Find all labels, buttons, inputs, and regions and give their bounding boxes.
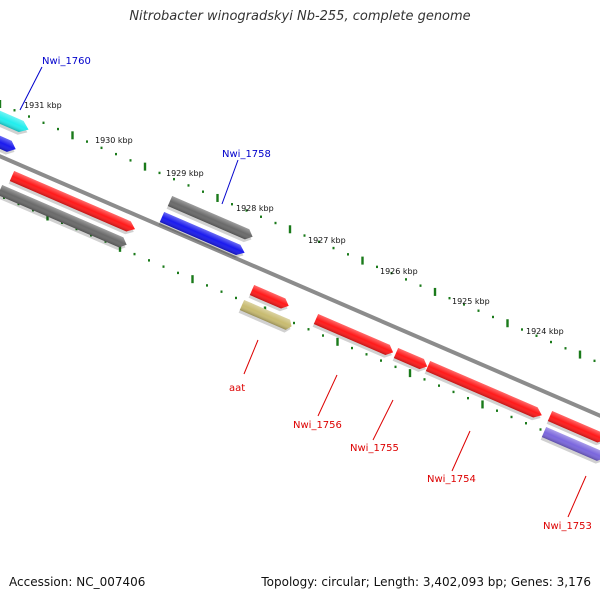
gene-arrow-shading <box>0 107 29 132</box>
leader-line <box>221 159 239 205</box>
gene-label[interactable]: Nwi_1754 <box>427 474 476 485</box>
map-title: Nitrobacter winogradskyi Nb-255, complet… <box>129 9 471 24</box>
gene-feature[interactable] <box>0 184 129 253</box>
gene-label[interactable]: Nwi_1756 <box>293 420 342 431</box>
leader-line <box>19 66 43 111</box>
scale-label: 1930 kbp <box>95 136 133 145</box>
gene-label[interactable]: Nwi_1753 <box>543 521 592 532</box>
gene-arrow-shading <box>547 410 600 443</box>
gene-label[interactable]: Nwi_1755 <box>350 443 399 454</box>
gene-nwi-1756[interactable] <box>312 313 396 360</box>
gene-nwi-1758[interactable] <box>158 211 247 261</box>
leader-line <box>243 339 259 375</box>
accession-text: Accession: NC_007406 <box>9 575 146 589</box>
genome-backbone <box>0 154 600 418</box>
scale-label: 1928 kbp <box>236 204 274 213</box>
gene-label[interactable]: aat <box>229 383 245 394</box>
gene-feature[interactable] <box>248 284 291 314</box>
scale-label: 1924 kbp <box>526 327 564 336</box>
leader-line <box>451 430 471 472</box>
gene-arrow-shading <box>167 195 253 240</box>
scale-label: 1925 kbp <box>452 297 490 306</box>
gene-feature[interactable] <box>0 132 18 157</box>
gene-feature[interactable] <box>166 195 255 245</box>
gene-label[interactable]: Nwi_1760 <box>42 56 91 67</box>
scale-label: 1931 kbp <box>24 101 62 110</box>
scale-label: 1929 kbp <box>166 169 204 178</box>
labels: 1931 kbp 1930 kbp 1929 kbp 1928 kbp 1927 kbp… <box>19 56 592 532</box>
gene-arrow-shading <box>425 360 542 418</box>
gene-nwi-1754[interactable] <box>424 360 544 423</box>
gene-arrow-shading <box>249 284 289 309</box>
genome-stats-text: Topology: circular; Length: 3,402,093 bp… <box>261 575 591 589</box>
gene-nwi-1755[interactable] <box>392 347 430 374</box>
gene-label[interactable]: Nwi_1758 <box>222 149 271 160</box>
gene-nwi-1753[interactable] <box>546 410 600 448</box>
gene-arrow-shading <box>0 184 127 248</box>
scale-label: 1926 kbp <box>380 267 418 276</box>
gene-arrow-shading <box>0 132 16 152</box>
leader-line <box>567 475 587 518</box>
leader-line <box>372 399 394 441</box>
gene-arrow-shading <box>393 347 428 370</box>
scale-label: 1927 kbp <box>308 236 346 245</box>
gene-feature[interactable] <box>540 426 600 466</box>
gene-arrow-shading <box>239 299 292 330</box>
gene-arrow-shading <box>541 426 600 461</box>
genes <box>0 107 600 466</box>
gene-arrow-shading <box>9 170 136 232</box>
gene-feature[interactable] <box>8 170 138 237</box>
gene-arrow-shading <box>313 313 394 355</box>
gene-aat[interactable] <box>238 299 294 334</box>
gene-arrow-shading <box>159 211 245 255</box>
gene-nwi-1760[interactable] <box>0 107 31 137</box>
leader-line <box>317 374 338 417</box>
